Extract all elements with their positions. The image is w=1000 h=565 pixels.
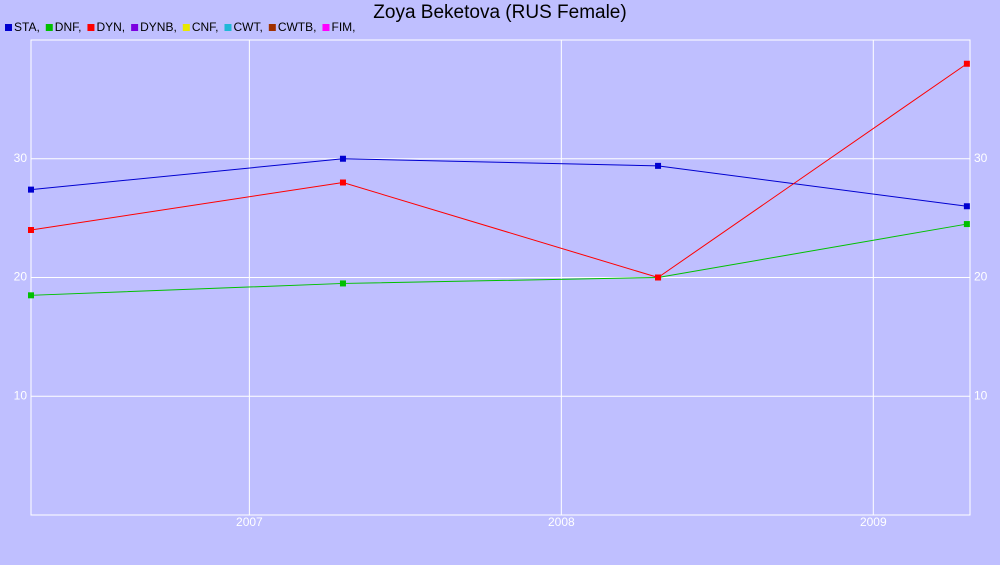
point: [28, 292, 34, 299]
legend-label: FIM,: [331, 20, 355, 34]
legend-label: DYN,: [96, 20, 125, 34]
legend-swatch: [182, 24, 190, 31]
legend-label: DYNB,: [140, 20, 177, 34]
legend-label: DNF,: [55, 20, 82, 34]
legend-label: CNF,: [192, 20, 219, 34]
point: [655, 274, 662, 281]
legend-swatch: [87, 24, 95, 31]
y-tick-label-right: 20: [974, 270, 988, 284]
series-line: [30, 223, 967, 296]
point: [963, 221, 970, 228]
point: [28, 227, 34, 233]
y-tick-label-right: 30: [974, 151, 988, 165]
point: [28, 186, 34, 193]
x-tick-label: 2007: [236, 515, 263, 529]
point: [963, 60, 970, 67]
legend-swatch: [5, 24, 12, 31]
y-tick-label-right: 10: [974, 388, 988, 402]
point: [655, 162, 662, 169]
legend-label: CWTB,: [278, 20, 317, 34]
point: [339, 280, 346, 287]
x-tick-label: 2008: [548, 515, 575, 529]
y-tick-label: 10: [14, 388, 28, 402]
y-tick-label: 20: [14, 270, 28, 284]
legend-label: STA,: [14, 20, 40, 34]
x-tick-label: 2009: [860, 515, 887, 529]
point: [963, 203, 970, 210]
point: [339, 155, 346, 162]
point: [339, 179, 346, 186]
series-line: [30, 158, 967, 207]
series-line: [30, 63, 968, 279]
legend-label: CWT,: [233, 20, 262, 34]
plot-frame: [30, 39, 971, 516]
legend-swatch: [268, 24, 276, 31]
legend-swatch: [224, 24, 232, 31]
legend-swatch: [322, 24, 330, 31]
legend-swatch: [45, 24, 53, 31]
chart-title: Zoya Beketova (RUS Female): [373, 2, 626, 23]
legend-swatch: [131, 24, 139, 31]
y-tick-label: 30: [14, 151, 28, 165]
